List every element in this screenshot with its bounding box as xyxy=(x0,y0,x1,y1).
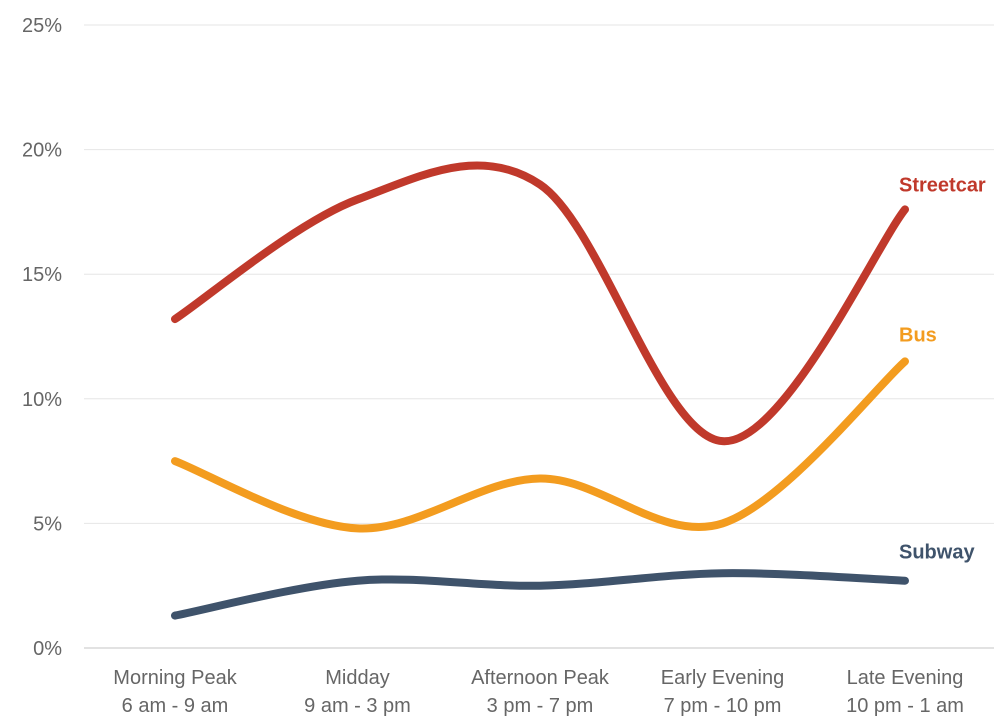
y-tick-label: 10% xyxy=(22,389,62,411)
series-line-streetcar xyxy=(171,161,909,446)
x-axis-ticks: Morning Peak 6 am - 9 am Midday 9 am - 3 pm… xyxy=(113,667,964,717)
series-labels: Streetcar Bus Subway xyxy=(899,174,986,563)
y-tick-label: 20% xyxy=(22,140,62,162)
series-line-subway xyxy=(171,569,909,620)
x-tick-label: Afternoon Peak 3 pm - 7 pm xyxy=(471,667,610,717)
y-tick-label: 5% xyxy=(33,513,62,535)
series-label-subway: Subway xyxy=(899,542,975,564)
x-tick-label: Morning Peak 6 am - 9 am xyxy=(113,667,237,717)
series-label-bus: Bus xyxy=(899,324,937,346)
y-tick-label: 15% xyxy=(22,264,62,286)
series-line-bus xyxy=(171,357,909,533)
x-tick-label: Late Evening 10 pm - 1 am xyxy=(846,667,964,717)
y-tick-label: 25% xyxy=(22,15,62,37)
y-axis-ticks: 0% 5% 10% 15% 20% 25% xyxy=(22,15,62,660)
series-label-streetcar: Streetcar xyxy=(899,174,986,196)
x-tick-label: Early Evening 7 pm - 10 pm xyxy=(661,667,784,717)
gridlines xyxy=(84,24,994,649)
y-tick-label: 0% xyxy=(33,638,62,660)
series-lines xyxy=(171,161,909,620)
x-tick-label: Midday 9 am - 3 pm xyxy=(304,667,411,717)
